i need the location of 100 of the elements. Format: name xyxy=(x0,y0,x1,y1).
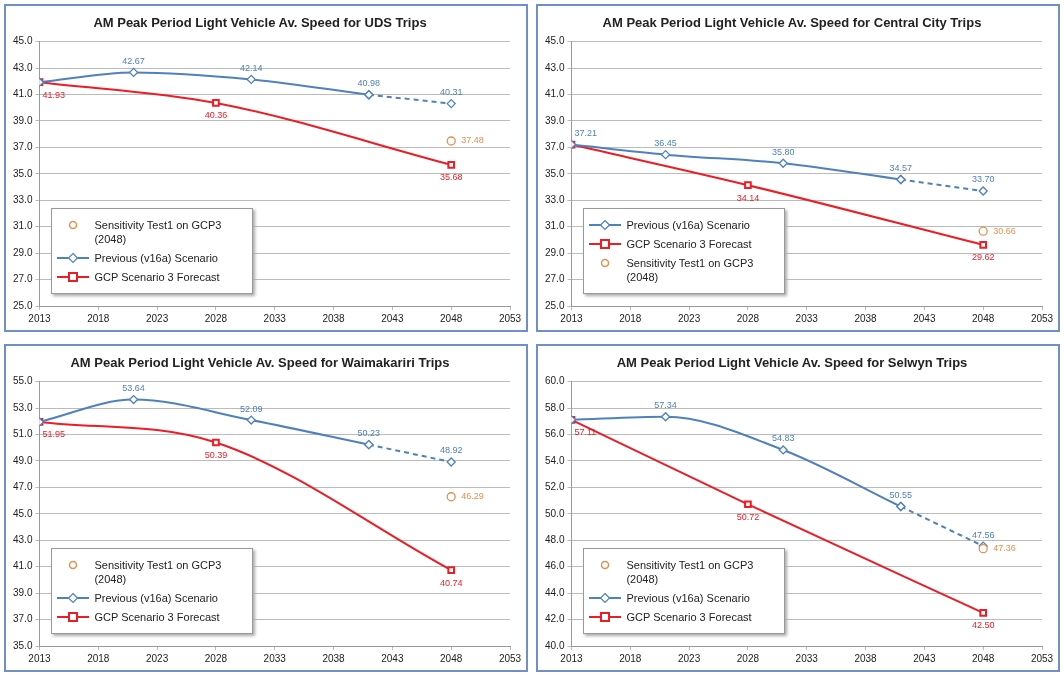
y-tick-label: 33.0 xyxy=(544,193,565,205)
data-label: 42.14 xyxy=(239,62,263,73)
data-label: 51.95 xyxy=(42,429,65,440)
x-tick-label: 2038 xyxy=(854,312,878,324)
x-tick-label: 2013 xyxy=(28,652,52,664)
y-tick-label: 37.0 xyxy=(544,141,565,153)
x-tick-label: 2018 xyxy=(619,312,642,324)
data-label: 48.92 xyxy=(439,445,463,456)
data-label: 33.70 xyxy=(971,174,995,185)
x-tick-label: 2028 xyxy=(736,312,760,324)
data-label: 34.14 xyxy=(736,192,760,203)
y-tick-label: 31.0 xyxy=(544,220,565,232)
legend-label: Previous (v16a) Scenario xyxy=(626,591,751,605)
data-label: 50.23 xyxy=(357,428,381,439)
y-tick-label: 51.0 xyxy=(12,428,33,440)
x-tick-label: 2018 xyxy=(87,652,110,664)
y-tick-label: 53.0 xyxy=(12,401,33,413)
legend-label: Sensitivity Test1 on GCP3 (2048) xyxy=(94,218,223,246)
x-tick-label: 2053 xyxy=(498,312,522,324)
y-tick-label: 45.0 xyxy=(12,35,33,47)
y-tick-label: 48.0 xyxy=(544,533,565,545)
y-tick-label: 47.0 xyxy=(12,481,33,493)
data-label: 35.68 xyxy=(439,172,463,183)
y-tick-label: 41.0 xyxy=(12,88,33,100)
y-tick-label: 40.0 xyxy=(544,639,565,651)
x-tick-label: 2013 xyxy=(560,312,584,324)
x-tick-label: 2038 xyxy=(322,652,346,664)
y-tick-label: 39.0 xyxy=(12,586,33,598)
x-tick-label: 2038 xyxy=(854,652,878,664)
y-tick-label: 37.0 xyxy=(12,613,33,625)
data-label: 47.56 xyxy=(971,529,995,540)
x-tick-label: 2033 xyxy=(795,312,819,324)
legend-label: GCP Scenario 3 Forecast xyxy=(94,610,221,624)
y-tick-label: 25.0 xyxy=(12,299,33,311)
x-tick-label: 2028 xyxy=(204,312,228,324)
legend-label: Previous (v16a) Scenario xyxy=(94,251,219,265)
x-tick-label: 2023 xyxy=(145,312,169,324)
y-tick-label: 29.0 xyxy=(544,246,565,258)
y-tick-label: 44.0 xyxy=(544,586,565,598)
data-label: 50.72 xyxy=(736,511,760,522)
data-label: 46.29 xyxy=(461,491,484,502)
x-tick-label: 2043 xyxy=(381,652,404,664)
y-tick-label: 37.0 xyxy=(12,141,33,153)
data-label: 34.57 xyxy=(889,162,913,173)
y-tick-label: 31.0 xyxy=(12,220,33,232)
x-tick-label: 2043 xyxy=(913,312,936,324)
x-tick-label: 2023 xyxy=(677,652,701,664)
x-tick-label: 2033 xyxy=(263,652,287,664)
y-tick-label: 27.0 xyxy=(12,273,33,285)
chart-title: AM Peak Period Light Vehicle Av. Speed for Selwyn Trips xyxy=(616,355,968,371)
data-label: 47.36 xyxy=(993,543,1016,554)
x-tick-label: 2013 xyxy=(560,652,584,664)
x-tick-label: 2038 xyxy=(322,312,346,324)
y-tick-label: 42.0 xyxy=(544,613,565,625)
data-label: 54.83 xyxy=(771,433,795,444)
x-tick-label: 2053 xyxy=(498,652,522,664)
y-tick-label: 52.0 xyxy=(544,481,565,493)
y-tick-label: 43.0 xyxy=(12,533,33,545)
legend-label: Previous (v16a) Scenario xyxy=(94,591,219,605)
y-tick-label: 33.0 xyxy=(12,193,33,205)
x-tick-label: 2018 xyxy=(619,652,642,664)
y-tick-label: 35.0 xyxy=(12,639,33,651)
x-tick-label: 2048 xyxy=(440,312,463,324)
x-tick-label: 2028 xyxy=(204,652,228,664)
y-tick-label: 50.0 xyxy=(544,507,565,519)
y-tick-label: 35.0 xyxy=(12,167,33,179)
legend-label: Sensitivity Test1 on GCP3 (2048) xyxy=(94,558,223,586)
x-tick-label: 2053 xyxy=(1030,652,1054,664)
y-tick-label: 45.0 xyxy=(12,507,33,519)
legend-label: Sensitivity Test1 on GCP3 (2048) xyxy=(626,558,755,586)
y-tick-label: 54.0 xyxy=(544,454,565,466)
data-label: 37.21 xyxy=(574,128,597,139)
y-tick-label: 29.0 xyxy=(12,246,33,258)
legend-label: GCP Scenario 3 Forecast xyxy=(626,237,753,251)
x-tick-label: 2018 xyxy=(87,312,110,324)
y-tick-label: 58.0 xyxy=(544,401,565,413)
data-label: 40.98 xyxy=(357,78,381,89)
y-tick-label: 43.0 xyxy=(544,61,565,73)
x-tick-label: 2013 xyxy=(28,312,52,324)
data-label: 42.50 xyxy=(971,620,995,631)
x-tick-label: 2048 xyxy=(440,652,463,664)
x-tick-label: 2028 xyxy=(736,652,760,664)
data-label: 29.62 xyxy=(971,252,995,263)
x-tick-label: 2033 xyxy=(263,312,287,324)
x-tick-label: 2023 xyxy=(677,312,701,324)
chart-title: AM Peak Period Light Vehicle Av. Speed for Waimakariri Trips xyxy=(70,355,450,371)
y-tick-label: 27.0 xyxy=(544,273,565,285)
y-tick-label: 25.0 xyxy=(544,299,565,311)
data-label: 37.48 xyxy=(461,135,484,146)
data-label: 30.66 xyxy=(993,225,1016,236)
x-tick-label: 2048 xyxy=(972,312,995,324)
legend-label: Sensitivity Test1 on GCP3 (2048) xyxy=(626,256,755,284)
data-label: 40.31 xyxy=(439,87,463,98)
y-tick-label: 49.0 xyxy=(12,454,33,466)
y-tick-label: 45.0 xyxy=(544,35,565,47)
data-label: 36.45 xyxy=(654,138,677,149)
data-label: 50.55 xyxy=(889,490,913,501)
data-label: 40.36 xyxy=(204,110,228,121)
x-tick-label: 2053 xyxy=(1030,312,1054,324)
y-tick-label: 46.0 xyxy=(544,560,565,572)
